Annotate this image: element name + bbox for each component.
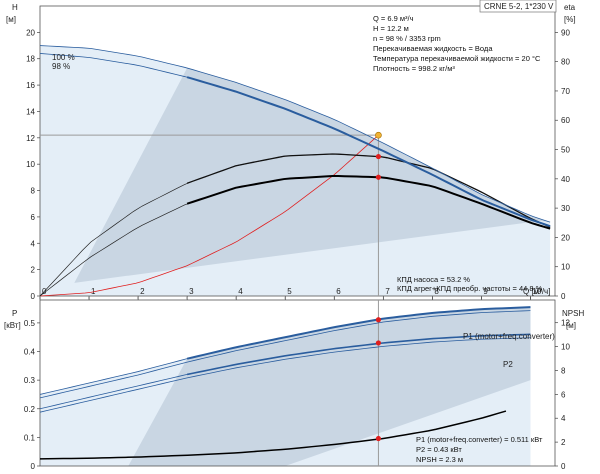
duty-info-line: Перекачиваемая жидкость = Вода [373, 44, 493, 53]
eta-tick-label: 90 [561, 28, 570, 37]
npsh-tick-label: 4 [561, 414, 566, 423]
eta-tick-label: 50 [561, 146, 570, 155]
p2-marker [375, 340, 382, 346]
model-box [479, 0, 557, 13]
head-curve-100 [39, 45, 551, 223]
p-tick-label: 0.4 [24, 348, 36, 357]
curve-label-100: 100 % [52, 53, 75, 62]
p-tick-label: 0.5 [24, 319, 36, 328]
system-curve [39, 134, 379, 297]
q-tick-label: 7 [385, 287, 390, 296]
eta-total-marker [375, 174, 382, 180]
q-tick-label: 3 [189, 287, 194, 296]
p-tick-label: 0 [31, 462, 36, 471]
eta-axis-unit: [%] [564, 15, 576, 24]
p1-curve [186, 306, 531, 360]
power-npsh-plot: 0 0.1 0.2 0.3 0.4 0.5 0 2 4 6 8 10 12 P [кВт] NPSH [м] P1… [4, 297, 584, 471]
duty-info-line: Температура перекачиваемой жидкости = 20… [373, 54, 541, 63]
h-axis-unit: [м] [6, 15, 16, 24]
p-axis-title: P [12, 309, 17, 318]
h-tick-label: 2 [31, 266, 36, 275]
h-tick-label: 18 [26, 55, 35, 64]
q-tick-label: 9 [483, 287, 488, 296]
power-info-line: NPSH = 2.3 м [416, 455, 463, 464]
power-info-line: P2 = 0.43 кВт [416, 445, 462, 454]
eta-curve-total [186, 175, 551, 230]
eta-tick-label: 70 [561, 87, 570, 96]
npsh-tick-label: 0 [561, 462, 566, 471]
q-axis-title: Q [м³/ч] [523, 287, 550, 296]
model-label: CRNE 5-2, 1*230 V [484, 2, 554, 11]
npsh-axis-title: NPSH [562, 309, 584, 318]
efficiency-info-line: КПД насоса = 53.2 % [397, 275, 470, 284]
p1-curve-thin-2 [39, 310, 531, 399]
efficiency-info-line: КПД агрег+КПД преобр. частоты = 44.8 % [397, 284, 543, 293]
eta-tick-label: 20 [561, 233, 570, 242]
duty-info-line: Q = 6.9 м³/ч [373, 14, 414, 23]
eta-tick-label: 30 [561, 204, 570, 213]
h-tick-label: 10 [26, 160, 35, 169]
p2-curve-thin-2 [39, 337, 531, 413]
h-tick-label: 4 [31, 239, 36, 248]
npsh-tick-label: 6 [561, 390, 566, 399]
h-tick-label: 6 [31, 213, 36, 222]
eta-tick-label: 10 [561, 263, 570, 272]
npsh-curve [39, 410, 507, 460]
duty-info-line: H = 12.2 м [373, 24, 409, 33]
top-plot-frame [39, 5, 556, 297]
p-tick-label: 0.3 [24, 376, 36, 385]
p-tick-label: 0.1 [24, 433, 36, 442]
npsh-marker [375, 435, 382, 442]
q-tick-label: 8 [434, 287, 439, 296]
p1-curve-label: P1 (motor+freq.converter) [463, 332, 555, 341]
h-tick-label: 16 [26, 81, 35, 90]
h-tick-label: 0 [31, 292, 36, 301]
p2-curve-label: P2 [503, 360, 513, 369]
bottom-plot-frame [39, 299, 556, 467]
duty-point-marker [375, 131, 382, 139]
eta-tick-label: 0 [561, 292, 566, 301]
eta-tick-label: 40 [561, 175, 570, 184]
h-tick-label: 20 [26, 28, 35, 37]
p-tick-label: 0.2 [24, 405, 36, 414]
npsh-tick-label: 12 [561, 319, 570, 328]
h-axis-title: H [12, 3, 18, 12]
p-axis-unit: [кВт] [4, 321, 21, 330]
eta-tick-label: 60 [561, 116, 570, 125]
eta-axis-title: eta [564, 3, 576, 12]
head-curve-98-bold [186, 76, 551, 228]
q-tick-label: 5 [287, 287, 292, 296]
q-tick-label: 10 [532, 287, 541, 296]
operating-region [74, 67, 551, 283]
npsh-axis-unit: [м] [566, 321, 576, 330]
duty-info-line: Плотность = 998.2 кг/м³ [373, 64, 455, 73]
npsh-tick-label: 10 [561, 343, 570, 352]
p1-marker [375, 317, 382, 323]
eta-curve-pump [186, 153, 551, 228]
eta-tick-label: 80 [561, 58, 570, 67]
eta-pump-marker [375, 153, 382, 160]
curve-label-98: 98 % [52, 62, 70, 71]
h-tick-label: 14 [26, 107, 35, 116]
q-tick-label: 6 [336, 287, 341, 296]
duty-info-line: n = 98 % / 3353 rpm [373, 34, 441, 43]
q-tick-label: 2 [140, 287, 145, 296]
q-tick-label: 4 [238, 287, 243, 296]
power-info-line: P1 (motor+freq.converter) = 0.511 кВт [416, 435, 543, 444]
p2-curve [186, 333, 531, 376]
h-tick-label: 8 [31, 187, 36, 196]
npsh-tick-label: 2 [561, 438, 566, 447]
h-tick-label: 12 [26, 134, 35, 143]
npsh-tick-label: 8 [561, 366, 566, 375]
power-operating-region [128, 307, 531, 466]
